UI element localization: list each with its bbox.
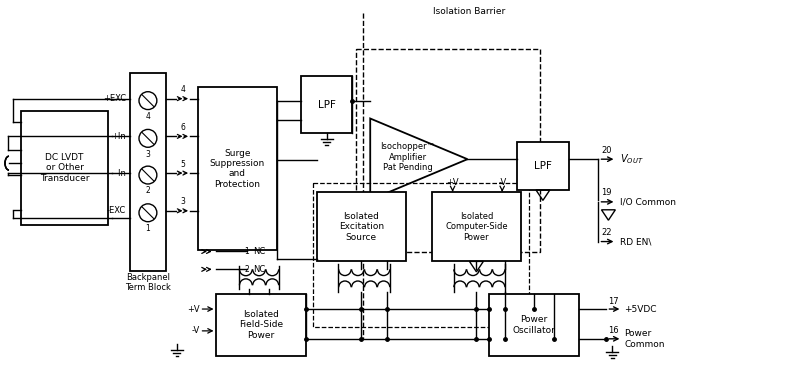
- Text: Isolated
Computer-Side
Power: Isolated Computer-Side Power: [445, 212, 508, 241]
- Text: I/O Common: I/O Common: [620, 197, 676, 206]
- Text: 1: 1: [146, 224, 150, 233]
- Text: Isochopper™
Amplifier
Pat Pending: Isochopper™ Amplifier Pat Pending: [381, 142, 435, 172]
- Text: 16: 16: [609, 326, 619, 335]
- Text: +In: +In: [111, 132, 126, 141]
- Text: Backpanel
Term Block: Backpanel Term Block: [125, 273, 171, 292]
- Text: 4: 4: [180, 85, 185, 94]
- Text: Power
Oscillator: Power Oscillator: [513, 315, 555, 335]
- Text: 20: 20: [602, 146, 612, 155]
- Text: 1: 1: [245, 247, 249, 256]
- Text: $V_{OUT}$: $V_{OUT}$: [620, 152, 644, 166]
- Text: 22: 22: [602, 228, 612, 237]
- Text: 5: 5: [180, 160, 185, 169]
- Text: 2: 2: [146, 186, 150, 196]
- Bar: [517, 142, 569, 190]
- Text: LPF: LPF: [534, 161, 552, 171]
- Text: Surge
Suppression
and
Protection: Surge Suppression and Protection: [210, 149, 265, 189]
- Bar: [432, 192, 521, 261]
- Bar: [217, 294, 306, 356]
- Text: 19: 19: [602, 188, 612, 197]
- Bar: [21, 110, 108, 225]
- Text: LPF: LPF: [318, 99, 335, 110]
- Text: NC: NC: [253, 247, 266, 256]
- Bar: [198, 87, 277, 251]
- Text: -In: -In: [115, 168, 126, 178]
- Text: +5VDC: +5VDC: [624, 305, 657, 313]
- Text: 2: 2: [245, 265, 249, 274]
- Bar: [130, 73, 166, 271]
- Text: +EXC: +EXC: [103, 94, 126, 103]
- Text: +V: +V: [187, 305, 199, 313]
- Bar: [313, 183, 529, 327]
- Bar: [317, 192, 406, 261]
- Text: RD EN\: RD EN\: [620, 237, 652, 246]
- Text: +V: +V: [446, 178, 459, 186]
- Text: 4: 4: [146, 112, 150, 121]
- Text: 3: 3: [180, 197, 185, 206]
- Text: 3: 3: [146, 150, 150, 159]
- Text: -V: -V: [498, 178, 506, 186]
- Text: Isolated
Excitation
Source: Isolated Excitation Source: [338, 212, 384, 241]
- Text: NC: NC: [253, 265, 266, 274]
- Text: 17: 17: [609, 297, 619, 306]
- Text: Power
Common: Power Common: [624, 329, 665, 349]
- Text: DC LVDT
or Other
Transducer: DC LVDT or Other Transducer: [40, 153, 90, 182]
- Text: Isolated
Field-Side
Power: Isolated Field-Side Power: [239, 310, 283, 340]
- Text: -EXC: -EXC: [107, 206, 126, 215]
- Bar: [356, 49, 540, 252]
- Text: -V: -V: [191, 326, 199, 335]
- Bar: [490, 294, 578, 356]
- Text: Isolation Barrier: Isolation Barrier: [434, 7, 506, 16]
- Text: 6: 6: [180, 123, 185, 132]
- Bar: [301, 76, 352, 133]
